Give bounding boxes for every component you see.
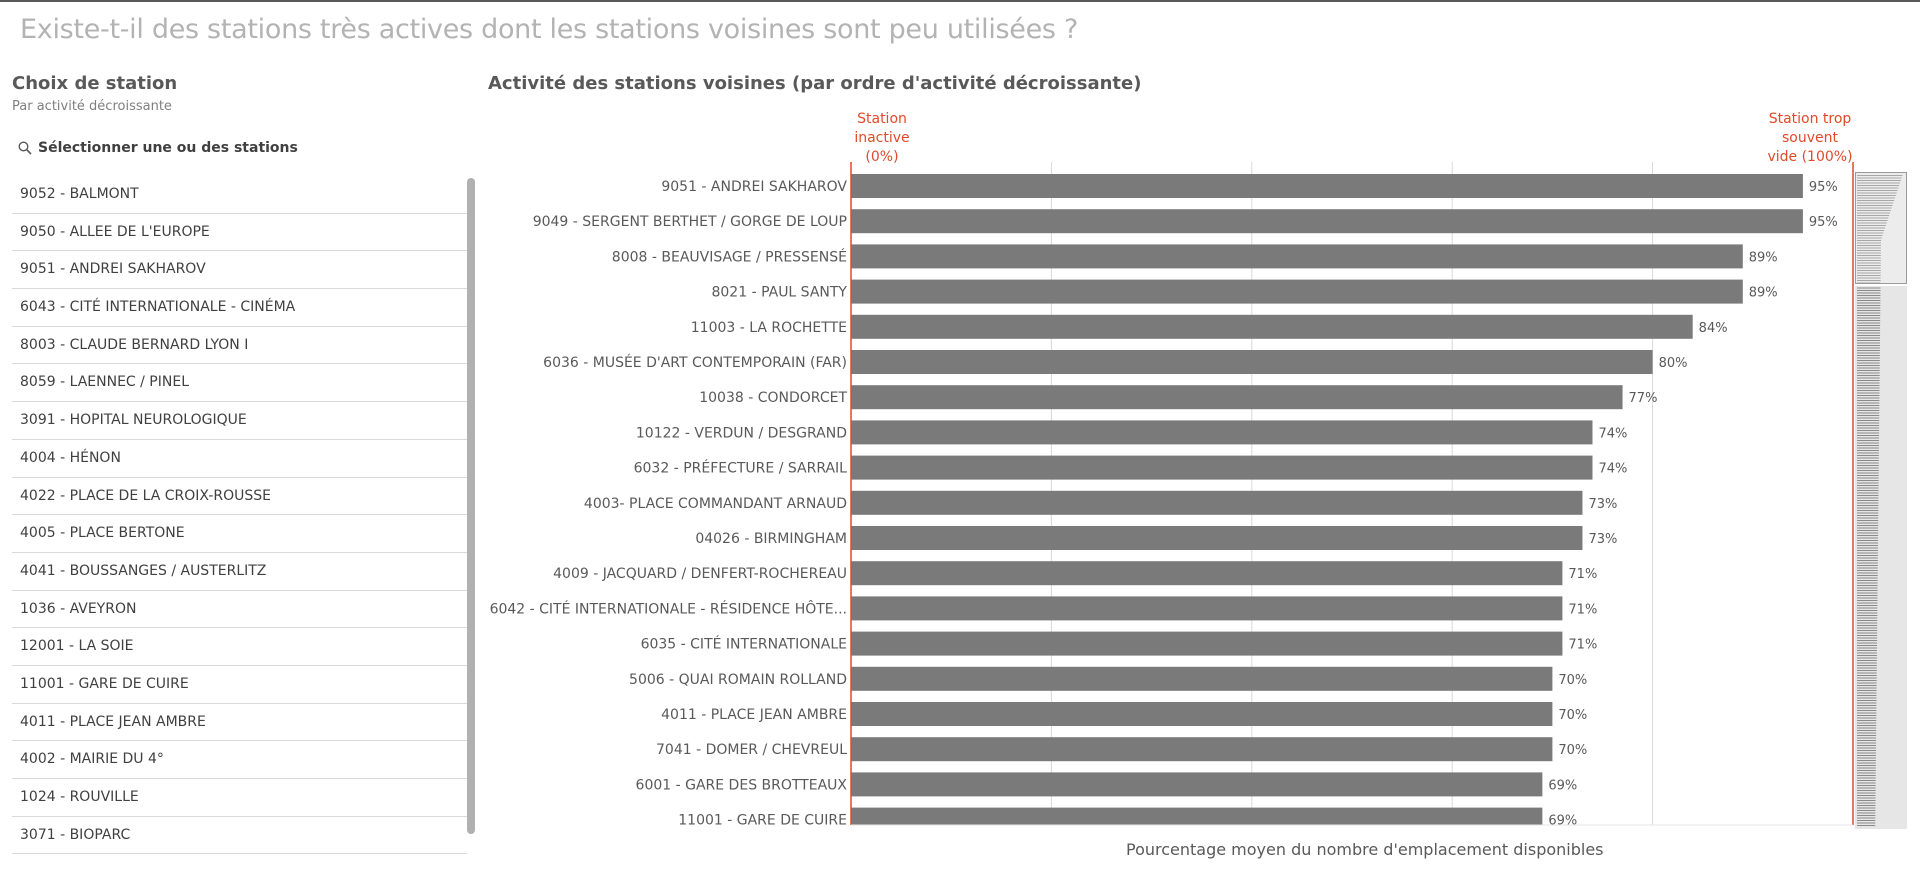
reference-label-inactive: Station inactive (0%) xyxy=(842,110,922,167)
reference-label-empty: Station trop souvent vide (100%) xyxy=(1762,110,1858,167)
chart-title: Activité des stations voisines (par ordr… xyxy=(488,73,1142,94)
station-list-scrollbar[interactable] xyxy=(467,178,475,834)
station-search[interactable]: Sélectionner une ou des stations xyxy=(12,134,462,162)
search-icon xyxy=(18,141,32,155)
ref-left-line-1: Station xyxy=(857,111,907,127)
bar[interactable] xyxy=(851,420,1593,445)
bar[interactable] xyxy=(851,244,1743,269)
category-label: 9051 - ANDREI SAKHAROV xyxy=(661,179,847,195)
bar[interactable] xyxy=(851,490,1583,515)
ref-right-line-1: Station trop xyxy=(1768,111,1852,127)
bar[interactable] xyxy=(851,666,1553,691)
station-list-item[interactable]: 3091 - HOPITAL NEUROLOGIQUE xyxy=(12,402,467,440)
station-list-item[interactable]: 4041 - BOUSSANGES / AUSTERLITZ xyxy=(12,553,467,591)
category-label: 8021 - PAUL SANTY xyxy=(711,285,847,301)
bar[interactable] xyxy=(851,561,1563,586)
station-list-item[interactable]: 9051 - ANDREI SAKHAROV xyxy=(12,251,467,290)
bar-value-label: 89% xyxy=(1749,286,1778,301)
filter-panel-title: Choix de station xyxy=(12,73,178,94)
bar-value-label: 95% xyxy=(1809,180,1838,195)
category-label: 7041 - DOMER / CHEVREUL xyxy=(656,742,847,758)
filter-panel-subtitle: Par activité décroissante xyxy=(12,99,172,114)
bar-value-label: 80% xyxy=(1659,356,1688,371)
station-list-item[interactable]: 6043 - CITÉ INTERNATIONALE - CINÉMA xyxy=(12,289,467,327)
station-list-item[interactable]: 12001 - LA SOIE xyxy=(12,628,467,666)
bar-value-label: 71% xyxy=(1568,567,1597,582)
category-label: 4009 - JACQUARD / DENFERT-ROCHEREAU xyxy=(553,566,847,582)
category-label: 6035 - CITÉ INTERNATIONALE xyxy=(641,636,847,653)
bar-value-label: 71% xyxy=(1568,638,1597,653)
bar-value-label: 95% xyxy=(1809,215,1838,230)
neighbor-activity-bar-chart: 95% 9051 - ANDREI SAKHAROV 95% 9049 - SERGE… xyxy=(490,162,1854,830)
bar[interactable] xyxy=(851,455,1593,480)
station-list-item[interactable]: 4004 - HÉNON xyxy=(12,440,467,478)
station-list-item[interactable]: 4022 - PLACE DE LA CROIX-ROUSSE xyxy=(12,478,467,516)
page-title: Existe-t-il des stations très actives do… xyxy=(20,14,1078,45)
chart-scroll-minimap[interactable] xyxy=(1855,172,1907,829)
ref-right-line-2: souvent xyxy=(1782,130,1838,146)
station-list-item[interactable]: 4005 - PLACE BERTONE xyxy=(12,515,467,553)
bars-group: 95% 9051 - ANDREI SAKHAROV 95% 9049 - SERGE… xyxy=(490,174,1838,830)
bar[interactable] xyxy=(851,631,1563,656)
minimap-divider xyxy=(1855,284,1907,286)
station-list-item[interactable]: 3071 - BIOPARC xyxy=(12,817,467,855)
category-label: 6042 - CITÉ INTERNATIONALE - RÉSIDENCE H… xyxy=(490,599,847,617)
ref-right-line-3: vide (100%) xyxy=(1767,149,1853,165)
category-label: 4011 - PLACE JEAN AMBRE xyxy=(661,707,847,723)
bar[interactable] xyxy=(851,314,1693,339)
station-list-item[interactable]: 1036 - AVEYRON xyxy=(12,591,467,629)
bar[interactable] xyxy=(851,772,1543,797)
category-label: 9049 - SERGENT BERTHET / GORGE DE LOUP xyxy=(533,214,847,230)
bar[interactable] xyxy=(851,209,1803,234)
bar[interactable] xyxy=(851,526,1583,550)
station-list-item[interactable]: 1024 - ROUVILLE xyxy=(12,779,467,817)
x-axis-title: Pourcentage moyen du nombre d'emplacemen… xyxy=(1126,840,1604,859)
ref-left-line-2: inactive xyxy=(854,130,910,146)
bar-value-label: 77% xyxy=(1629,391,1658,406)
bar-value-label: 70% xyxy=(1558,708,1587,723)
station-list-item[interactable]: 9050 - ALLEE DE L'EUROPE xyxy=(12,214,467,252)
category-label: 4003- PLACE COMMANDANT ARNAUD xyxy=(584,496,847,512)
category-label: 11003 - LA ROCHETTE xyxy=(691,320,847,336)
bar-value-label: 73% xyxy=(1588,532,1617,547)
bar[interactable] xyxy=(851,385,1623,410)
minimap-viewport-handle[interactable] xyxy=(1855,172,1907,284)
bar-value-label: 74% xyxy=(1598,426,1627,441)
station-list-item[interactable]: 8003 - CLAUDE BERNARD LYON I xyxy=(12,327,467,365)
search-label: Sélectionner une ou des stations xyxy=(38,140,298,156)
bar[interactable] xyxy=(851,596,1563,621)
bar-value-label: 69% xyxy=(1548,814,1577,829)
bar[interactable] xyxy=(851,807,1543,830)
bar-value-label: 74% xyxy=(1598,462,1627,477)
station-list-item[interactable]: 11001 - GARE DE CUIRE xyxy=(12,666,467,704)
station-list: 9052 - BALMONT 9050 - ALLEE DE L'EUROPE 90… xyxy=(12,176,467,856)
bar[interactable] xyxy=(851,279,1743,304)
station-list-item[interactable]: 8059 - LAENNEC / PINEL xyxy=(12,364,467,403)
bar-value-label: 84% xyxy=(1699,321,1728,336)
bar[interactable] xyxy=(851,737,1553,762)
bar-value-label: 71% xyxy=(1568,602,1597,617)
category-label: 10038 - CONDORCET xyxy=(699,390,847,406)
category-label: 6036 - MUSÉE D'ART CONTEMPORAIN (FAR) xyxy=(543,354,847,371)
category-label: 8008 - BEAUVISAGE / PRESSENSÉ xyxy=(612,248,847,265)
bar-value-label: 73% xyxy=(1588,497,1617,512)
bar[interactable] xyxy=(851,350,1653,374)
category-label: 5006 - QUAI ROMAIN ROLLAND xyxy=(629,672,847,688)
station-list-item[interactable]: 9052 - BALMONT xyxy=(12,176,467,214)
ref-left-line-3: (0%) xyxy=(865,149,899,165)
bar-value-label: 89% xyxy=(1749,250,1778,265)
bar[interactable] xyxy=(851,702,1553,726)
category-label: 6001 - GARE DES BROTTEAUX xyxy=(636,777,848,793)
category-label: 10122 - VERDUN / DESGRAND xyxy=(636,425,847,441)
category-label: 6032 - PRÉFECTURE / SARRAIL xyxy=(634,460,848,477)
bar-value-label: 70% xyxy=(1558,673,1587,688)
category-label: 11001 - GARE DE CUIRE xyxy=(678,813,847,829)
station-list-item[interactable]: 4011 - PLACE JEAN AMBRE xyxy=(12,704,467,742)
bar-value-label: 69% xyxy=(1548,778,1577,793)
bar-value-label: 70% xyxy=(1558,743,1587,758)
station-list-item[interactable]: 4002 - MAIRIE DU 4° xyxy=(12,741,467,779)
category-label: 04026 - BIRMINGHAM xyxy=(695,531,847,547)
bar[interactable] xyxy=(851,174,1803,198)
